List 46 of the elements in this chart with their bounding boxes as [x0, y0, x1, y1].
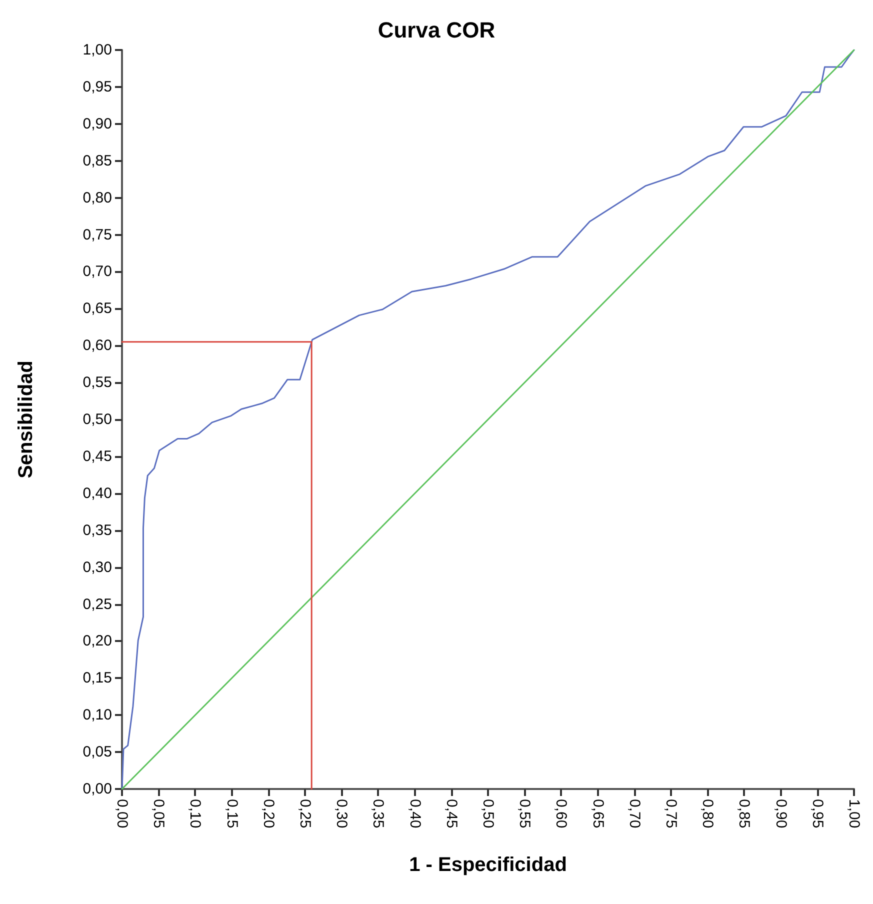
- y-tick-label: 0,35: [82, 522, 112, 539]
- x-tick-label: 0,05: [150, 799, 168, 828]
- y-tick-label: 0,00: [82, 780, 112, 798]
- x-tick-label: 0,35: [370, 799, 387, 828]
- x-tick-label: 0,15: [223, 799, 240, 828]
- y-tick-label: 0,05: [82, 744, 112, 761]
- y-tick-label: 0,55: [82, 374, 112, 392]
- y-tick-label: 0,80: [82, 189, 112, 206]
- x-tick-label: 0,10: [186, 799, 204, 828]
- x-tick-label: 0,00: [114, 799, 130, 828]
- x-tick-label: 0,65: [589, 799, 606, 828]
- x-tick-label: 0,25: [296, 799, 314, 828]
- y-tick-label: 0,45: [82, 448, 112, 465]
- y-tick-label: 0,60: [82, 337, 112, 354]
- y-tick-label: 0,75: [82, 226, 112, 244]
- x-axis-title: 1 - Especificidad: [409, 854, 567, 876]
- y-tick-label: 0,70: [82, 263, 112, 280]
- y-tick-label: 1,00: [82, 42, 112, 58]
- chart-title: Curva COR: [378, 18, 496, 42]
- y-tick-label: 0,20: [82, 632, 112, 650]
- x-tick-label: 0,20: [260, 799, 277, 828]
- y-tick-label: 0,10: [82, 706, 112, 724]
- x-tick-label: 0,80: [699, 799, 716, 828]
- x-tick-label: 0,45: [442, 799, 460, 828]
- x-tick-label: 1,00: [846, 799, 862, 828]
- x-tick-label: 0,30: [333, 799, 350, 828]
- y-tick-label: 0,50: [82, 411, 112, 428]
- x-tick-label: 0,50: [480, 799, 496, 828]
- x-tick-label: 0,85: [736, 799, 753, 828]
- y-tick-label: 0,15: [82, 670, 112, 687]
- line-series: [121, 49, 855, 790]
- x-tick-label: 0,95: [808, 799, 826, 828]
- x-tick-label: 0,55: [516, 799, 534, 828]
- x-tick-label: 0,90: [772, 799, 790, 828]
- y-tick-label: 0,65: [82, 300, 112, 318]
- y-tick-label: 0,85: [82, 152, 112, 170]
- y-tick-label: 0,95: [82, 78, 112, 96]
- y-tick-label: 0,40: [82, 484, 112, 502]
- y-axis-title: Sensibilidad: [15, 360, 37, 478]
- x-tick-label: 0,40: [406, 799, 424, 828]
- x-tick-label: 0,75: [662, 799, 680, 828]
- y-tick-label: 0,25: [82, 596, 112, 613]
- x-tick-label: 0,60: [552, 799, 570, 828]
- y-tick-label: 0,30: [82, 558, 112, 576]
- x-tick-label: 0,70: [626, 799, 643, 828]
- y-tick-label: 0,90: [82, 115, 112, 132]
